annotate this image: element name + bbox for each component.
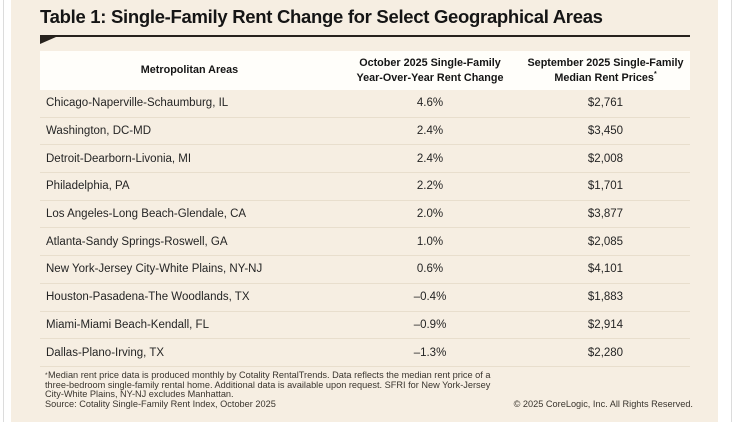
column-header-rent-change-line1: October 2025 Single-Family (359, 56, 501, 69)
footnote-line-2: three-bedroom single-family rental home.… (45, 379, 491, 390)
metro-cell: Detroit-Dearborn-Livonia, MI (46, 152, 192, 165)
footnote-line-3: City-White Plains, NY-NJ excludes Manhat… (45, 389, 234, 399)
change-cell: 2.2% (416, 180, 444, 193)
footnote-line-1: *Median rent price data is produced mont… (45, 370, 491, 380)
change-cell: 2.0% (416, 208, 444, 221)
metro-cell: Atlanta-Sandy Springs-Roswell, GA (46, 235, 228, 248)
column-header-rent-change: October 2025 Single-Family Year-Over-Yea… (339, 56, 521, 85)
price-cell: $1,701 (587, 180, 624, 193)
change-cell: –1.3% (413, 346, 447, 359)
source-line: Source: Cotality Single-Family Rent Inde… (45, 398, 276, 409)
table-figure-panel: Table 1: Single-Family Rent Change for S… (11, 0, 718, 422)
footnote-asterisk: * (45, 372, 48, 379)
change-cell: 4.6% (416, 97, 444, 110)
metro-cell: Chicago-Naperville-Schaumburg, IL (46, 97, 229, 110)
metro-cell: New York-Jersey City-White Plains, NY-NJ (46, 263, 263, 276)
table-row: Dallas-Plano-Irving, TX –1.3% $2,280 (40, 339, 690, 367)
copyright-notice: © 2025 CoreLogic, Inc. All Rights Reserv… (513, 399, 693, 409)
table-body: Chicago-Naperville-Schaumburg, IL 4.6% $… (40, 90, 690, 367)
price-cell: $4,101 (587, 263, 624, 276)
table-row: Houston-Pasadena-The Woodlands, TX –0.4%… (40, 284, 690, 312)
table-row: Atlanta-Sandy Springs-Roswell, GA 1.0% $… (40, 228, 690, 257)
price-cell: $2,761 (587, 97, 624, 110)
column-header-median-price-line1: September 2025 Single-Family (527, 56, 684, 69)
change-cell: 0.6% (416, 263, 444, 276)
table-title: Table 1: Single-Family Rent Change for S… (40, 6, 603, 27)
metro-cell: Los Angeles-Long Beach-Glendale, CA (46, 208, 247, 221)
change-cell: 1.0% (416, 235, 444, 248)
price-cell: $1,883 (587, 291, 624, 304)
metro-cell: Dallas-Plano-Irving, TX (46, 346, 165, 359)
page-left-border (3, 0, 4, 422)
price-cell: $2,280 (587, 346, 624, 359)
change-cell: –0.9% (413, 318, 447, 331)
price-cell: $2,008 (587, 152, 624, 165)
table-header-row: Metropolitan Areas October 2025 Single-F… (40, 51, 690, 90)
metro-cell: Houston-Pasadena-The Woodlands, TX (46, 291, 250, 304)
page-right-border (731, 0, 732, 422)
title-rule (40, 35, 690, 37)
table-row: Washington, DC-MD 2.4% $3,450 (40, 118, 690, 146)
table-row: Los Angeles-Long Beach-Glendale, CA 2.0%… (40, 201, 690, 229)
column-header-median-price: September 2025 Single-Family Median Rent… (521, 56, 690, 85)
table-row: Chicago-Naperville-Schaumburg, IL 4.6% $… (40, 90, 690, 118)
metro-cell: Philadelphia, PA (46, 180, 130, 193)
metro-cell: Miami-Miami Beach-Kendall, FL (46, 318, 209, 331)
table-row: New York-Jersey City-White Plains, NY-NJ… (40, 256, 690, 284)
metro-cell: Washington, DC-MD (46, 125, 152, 138)
column-header-median-price-line2: Median Rent Prices* (554, 70, 657, 84)
change-cell: 2.4% (416, 152, 444, 165)
price-cell: $2,085 (587, 235, 624, 248)
table-row: Detroit-Dearborn-Livonia, MI 2.4% $2,008 (40, 145, 690, 174)
change-cell: –0.4% (413, 291, 447, 304)
column-header-metro: Metropolitan Areas (140, 64, 239, 77)
price-cell: $3,450 (587, 125, 624, 138)
change-cell: 2.4% (416, 125, 444, 138)
price-cell: $3,877 (587, 208, 624, 221)
price-cell: $2,914 (587, 318, 624, 331)
flag-marker-icon (40, 37, 56, 44)
footnote: *Median rent price data is produced mont… (45, 370, 515, 409)
footnote-asterisk: * (653, 70, 657, 78)
table-row: Miami-Miami Beach-Kendall, FL –0.9% $2,9… (40, 312, 690, 340)
table-row: Philadelphia, PA 2.2% $1,701 (40, 173, 690, 201)
column-header-rent-change-line2: Year-Over-Year Rent Change (356, 71, 504, 84)
